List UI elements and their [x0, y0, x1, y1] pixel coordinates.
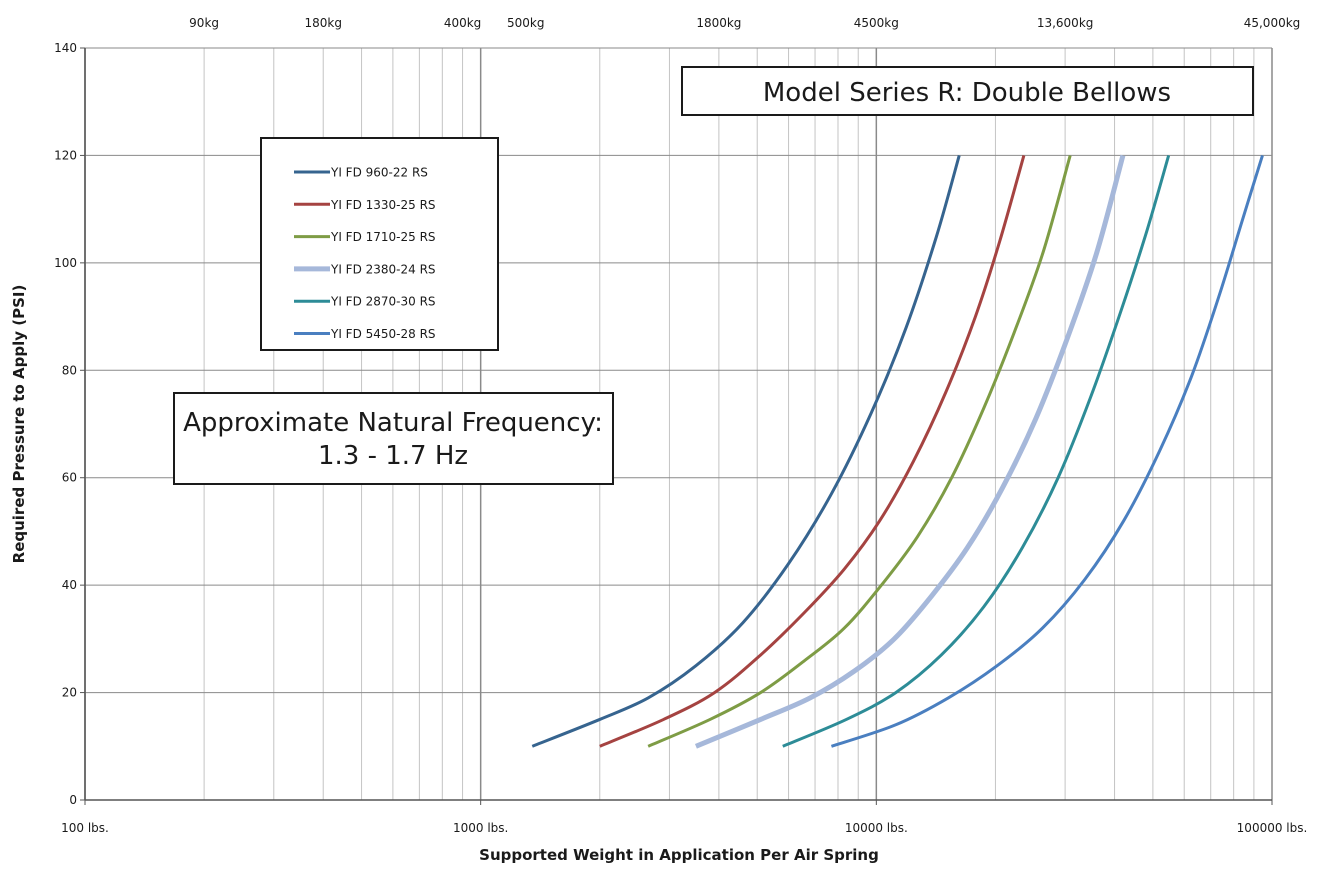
y-tick-label: 100: [54, 256, 77, 270]
y-tick-label: 20: [62, 686, 77, 700]
series-line-2: [599, 155, 1026, 748]
x-tick-label: 1000 lbs.: [453, 821, 508, 835]
top-axis-label: 90kg: [189, 16, 219, 30]
top-axis-label: 400kg: [444, 16, 481, 30]
legend-label: YI FD 5450-28 RS: [330, 327, 436, 341]
note-box-frame: [173, 392, 614, 485]
series-line-4: [694, 154, 1126, 749]
legend-label: YI FD 1710-25 RS: [330, 230, 436, 244]
series-line-1: [531, 155, 961, 748]
title-box-frame: [681, 66, 1254, 116]
x-tick-label: 100000 lbs.: [1237, 821, 1308, 835]
note-line-1: Approximate Natural Frequency:: [183, 408, 603, 438]
series-line-5: [782, 155, 1171, 748]
y-tick-label: 0: [69, 793, 77, 807]
top-axis-label: 180kg: [304, 16, 341, 30]
top-axis-label: 13,600kg: [1037, 16, 1094, 30]
x-axis-title: Supported Weight in Application Per Air …: [479, 846, 879, 864]
y-tick-label: 80: [62, 363, 77, 377]
y-tick-label: 140: [54, 41, 77, 55]
series-line-3: [647, 155, 1072, 748]
series-layer: [531, 154, 1264, 749]
legend-label: YI FD 1330-25 RS: [330, 198, 436, 212]
legend: YI FD 960-22 RS YI FD 1330-25 RS YI FD 171…: [260, 137, 499, 351]
y-tick-label: 60: [62, 471, 77, 485]
series-line-6: [830, 154, 1264, 748]
x-tick-label: 100 lbs.: [61, 821, 109, 835]
top-axis-label: 4500kg: [854, 16, 899, 30]
legend-label: YI FD 960-22 RS: [330, 166, 428, 180]
top-axis-label: 500kg: [507, 16, 544, 30]
axes: 0 20 40 60 80 100 120 140 100 lbs. 1000 lbs. 10000…: [54, 16, 1307, 835]
x-tick-label: 10000 lbs.: [845, 821, 908, 835]
legend-label: YI FD 2380-24 RS: [330, 262, 436, 276]
chart-title: Model Series R: Double Bellows: [763, 78, 1171, 108]
title-box: Model Series R: Double Bellows: [681, 66, 1254, 116]
note-line-2: 1.3 - 1.7 Hz: [318, 441, 468, 471]
legend-label: YI FD 2870-30 RS: [330, 295, 436, 309]
y-tick-label: 40: [62, 578, 77, 592]
top-axis-label: 1800kg: [696, 16, 741, 30]
frequency-note-box: Approximate Natural Frequency: 1.3 - 1.7…: [173, 392, 614, 485]
y-tick-label: 120: [54, 148, 77, 162]
top-axis-label: 45,000kg: [1244, 16, 1301, 30]
y-axis-title: Required Pressure to Apply (PSI): [10, 285, 28, 564]
